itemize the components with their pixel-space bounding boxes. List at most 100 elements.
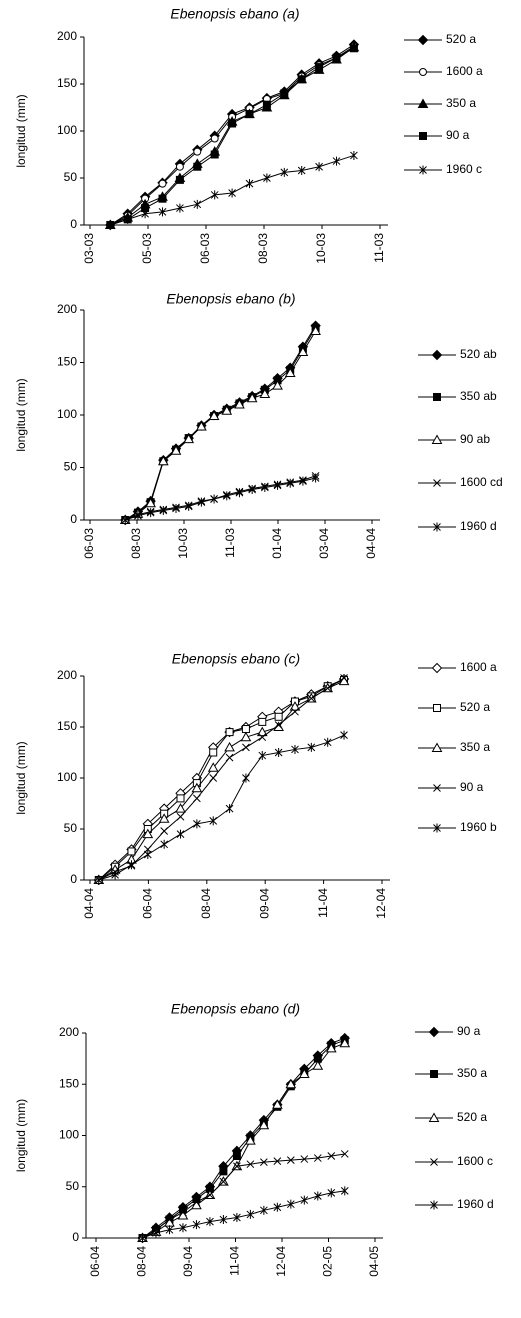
legend-label: 520 a [446,32,476,46]
marker [158,194,167,203]
marker [206,1191,214,1199]
marker [165,1215,174,1224]
marker [210,190,219,200]
legend-label: 1600 a [460,660,497,674]
marker [210,494,218,504]
legend-label: 90 a [460,780,484,794]
y-axis-label: longitud (mm) [14,94,28,167]
marker [245,1135,256,1145]
marker [273,1202,282,1212]
marker [138,1233,147,1243]
marker [158,813,170,823]
legend-label: 350 ab [460,389,497,403]
marker [157,455,169,466]
marker [430,1158,438,1166]
marker [323,737,332,747]
marker [428,1026,440,1038]
legend-label: 1960 d [460,519,497,533]
marker [310,325,321,335]
legend-label: 520 a [460,700,490,714]
y-tick-label: 100 [57,123,77,137]
marker [339,1037,351,1048]
marker [260,1205,268,1215]
y-tick-label: 50 [66,1179,80,1193]
marker [160,827,169,835]
marker [134,511,142,521]
marker [210,134,219,143]
marker [323,684,332,693]
marker [260,482,269,492]
marker [272,380,283,390]
marker [172,503,180,513]
marker [228,188,236,198]
series-line [125,475,316,521]
legend-label: 1600 a [446,64,483,78]
marker [271,1099,283,1109]
series-line [142,1039,345,1239]
y-tick-label: 50 [64,170,78,184]
marker [273,1157,282,1165]
marker [248,485,257,495]
marker [219,1167,228,1176]
y-tick-label: 50 [64,821,78,835]
marker [340,1186,349,1196]
series-line [98,680,345,881]
x-tick-label: 04-04 [364,528,378,559]
marker [419,132,427,140]
x-tick-label: 08-04 [199,888,213,919]
y-tick-label: 0 [72,1230,79,1244]
legend-label: 1960 d [457,1197,494,1211]
y-tick-label: 150 [59,1076,79,1090]
marker [297,346,309,356]
marker [235,488,244,498]
marker [209,774,218,782]
marker [106,220,115,230]
marker [286,1199,295,1209]
legend-label: 1600 c [457,1154,493,1168]
marker [340,674,348,682]
marker [193,147,202,156]
legend-label: 520 ab [460,347,497,361]
marker [142,828,154,839]
marker [307,742,316,752]
y-tick-label: 150 [57,719,77,733]
y-tick-label: 0 [70,872,77,886]
series-line [98,677,345,881]
marker [433,823,441,833]
marker [430,1200,438,1210]
y-tick-label: 100 [57,407,77,421]
marker [332,156,341,166]
x-tick-label: 11-03 [372,233,386,263]
marker [274,712,283,721]
marker [419,165,427,175]
marker [417,34,429,46]
marker [433,704,441,712]
marker [263,173,271,183]
marker [206,1217,214,1227]
marker [141,209,149,219]
marker [431,434,443,444]
x-tick-label: 10-03 [176,528,190,559]
y-tick-label: 50 [64,460,78,474]
marker [284,367,296,377]
marker [285,1078,297,1089]
marker [431,742,443,752]
marker [291,744,299,754]
y-tick-label: 150 [57,76,77,90]
marker [175,162,184,171]
legend-label: 90 ab [460,432,490,446]
marker [433,522,441,532]
series-line [142,1037,345,1239]
marker [225,804,234,814]
marker [225,728,234,737]
marker [176,203,184,213]
x-tick-label: 02-05 [321,1246,335,1277]
marker [179,1223,187,1233]
x-tick-label: 04-04 [82,888,96,919]
marker [225,753,234,762]
y-tick-label: 200 [57,29,77,43]
marker [222,491,231,501]
marker [307,694,316,703]
x-tick-label: 08-04 [135,1246,149,1277]
